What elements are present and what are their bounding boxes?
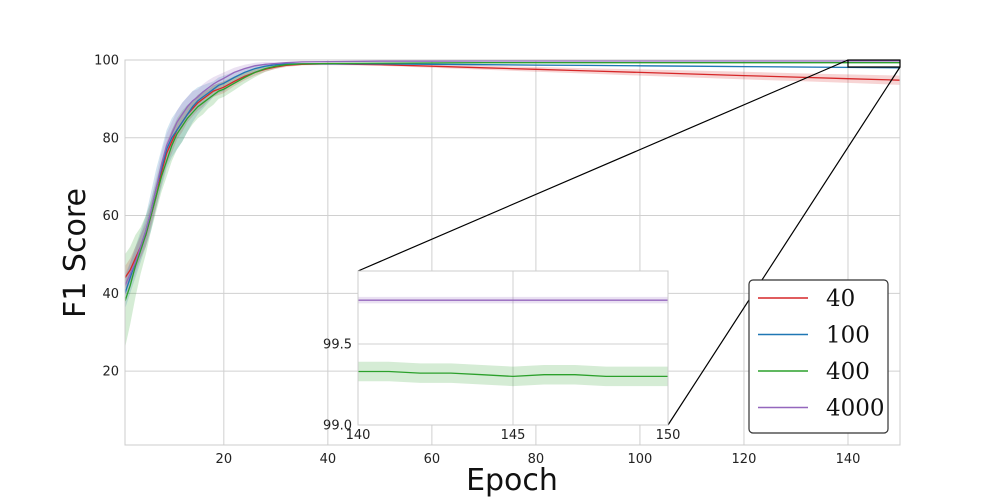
main-band-100 — [125, 62, 900, 309]
main-confidence-bands — [125, 60, 900, 348]
main-x-tick-labels: 20 40 60 80 100 120 140 — [216, 452, 861, 467]
inset-x-tick-labels: 140 145 150 — [346, 428, 681, 443]
main-line-100 — [125, 63, 900, 294]
inset-y-tick-labels: 99.0 99.5 — [323, 337, 352, 433]
main-x-tick-40: 40 — [320, 452, 337, 467]
y-axis-title: F1 Score — [58, 188, 93, 318]
main-line-400 — [125, 62, 900, 302]
main-band-40 — [125, 62, 900, 290]
main-y-tick-20: 20 — [102, 365, 119, 380]
inset-x-tick-140: 140 — [346, 428, 371, 443]
legend-label-100: 100 — [826, 323, 870, 349]
main-x-tick-80: 80 — [528, 452, 545, 467]
main-plot-frame — [124, 59, 901, 446]
zoom-connector-top — [357, 59, 849, 272]
main-y-tick-labels: 20 40 60 80 100 — [94, 54, 119, 380]
inset-x-tick-145: 145 — [501, 428, 526, 443]
legend-label-40: 40 — [826, 286, 855, 312]
x-axis-title: Epoch — [466, 463, 558, 498]
main-band-4000 — [125, 60, 900, 298]
zoom-indicator — [357, 59, 901, 426]
inset-x-tick-150: 150 — [656, 428, 681, 443]
main-series-lines — [125, 60, 900, 302]
inset-y-tick-99_5: 99.5 — [323, 337, 352, 352]
main-x-tick-120: 120 — [732, 452, 757, 467]
main-x-tick-140: 140 — [836, 452, 861, 467]
main-line-4000 — [125, 60, 900, 286]
main-x-tick-100: 100 — [628, 452, 653, 467]
inset-band-400 — [358, 361, 668, 387]
inset-series-lines — [358, 299, 668, 378]
inset-line-400 — [358, 370, 668, 378]
main-x-tick-60: 60 — [424, 452, 441, 467]
legend: 40 100 400 4000 — [748, 279, 889, 434]
zoom-region-box — [847, 59, 901, 68]
main-x-tick-20: 20 — [216, 452, 233, 467]
inset-y-tick-99: 99.0 — [323, 419, 352, 434]
main-y-tick-80: 80 — [102, 131, 119, 146]
main-y-tick-100: 100 — [94, 54, 119, 69]
main-y-tick-40: 40 — [102, 287, 119, 302]
main-y-tick-60: 60 — [102, 209, 119, 224]
zoom-connector-bottom — [667, 66, 901, 426]
legend-label-4000: 4000 — [826, 396, 885, 422]
inset-plot-frame — [357, 270, 669, 426]
legend-label-400: 400 — [826, 359, 870, 385]
